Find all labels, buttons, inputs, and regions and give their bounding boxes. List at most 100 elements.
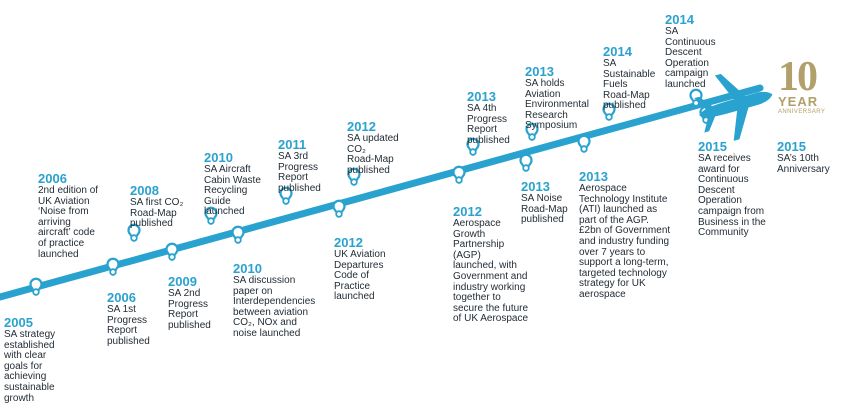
event-text-line: 2nd edition of xyxy=(38,185,99,196)
event-year: 2005 xyxy=(4,315,33,330)
event-text-line: Road-Map xyxy=(603,89,650,101)
event-text-line: SA first CO₂ xyxy=(130,197,184,208)
event-text-line: SA 3rd xyxy=(278,151,309,162)
timeline-marker-2008 xyxy=(127,223,141,242)
event-text-line: Partnership xyxy=(453,239,505,251)
event-year: 2013 xyxy=(521,179,550,194)
badge-number: 10 xyxy=(778,54,818,100)
event-year: 2012 xyxy=(334,235,363,250)
timeline-marker-2012a xyxy=(347,167,361,186)
timeline-event-2014a: 2014 SA Sustainable Fuels Road-Map published xyxy=(603,45,655,112)
event-year: 2015 xyxy=(698,139,727,154)
timeline-event-2006b: 2006 SA 1st Progress Report published xyxy=(107,291,150,347)
event-text-line: Road-Map xyxy=(521,203,568,215)
event-text-line: Continuous xyxy=(698,174,749,186)
event-text-line: launched xyxy=(334,291,375,303)
timeline-event-2012a: 2012 SA updated CO₂ Road-Map published xyxy=(347,120,399,176)
anniversary-badge: 10 YEAR ANNIVERSARY xyxy=(764,56,836,136)
event-text-line: UK Aviation xyxy=(38,195,90,207)
event-text-line: Practice xyxy=(334,280,371,292)
event-text-line: launched xyxy=(665,78,706,90)
event-year: 2015 xyxy=(777,139,806,154)
timeline-event-2011: 2011 SA 3rd Progress Report published xyxy=(278,138,321,194)
timeline-marker-2013b xyxy=(525,122,539,141)
event-text-line: SA receives xyxy=(698,153,751,164)
event-text-line: UK Aviation xyxy=(334,249,386,260)
event-text-line: campaign xyxy=(665,68,709,80)
event-text-line: Report xyxy=(467,124,498,136)
event-text-line: SA xyxy=(665,26,679,37)
event-text-line: strategy for UK xyxy=(579,278,646,290)
timeline-marker-2013d xyxy=(577,134,591,153)
event-text-line: Descent xyxy=(698,184,735,196)
event-text-line: industry working xyxy=(453,281,526,293)
event-text-line: SA holds xyxy=(525,78,565,89)
event-text-line: CO₂, NOx and xyxy=(233,317,297,329)
event-text-line: Community xyxy=(698,227,749,239)
event-text-line: Interdependencies xyxy=(233,296,316,308)
timeline-line xyxy=(0,84,764,301)
event-text-line: Operation xyxy=(698,195,742,207)
event-text-line: aerospace xyxy=(579,288,626,300)
event-text-line: established xyxy=(4,339,55,351)
event-text-line: Aviation xyxy=(525,88,561,100)
event-text-line: Report xyxy=(107,325,138,337)
timeline-event-2008: 2008 SA first CO₂ Road-Map published xyxy=(130,184,183,230)
event-text-line: targeted technology xyxy=(579,267,667,279)
event-text-line: of practice xyxy=(38,237,85,249)
event-text-line: Recycling xyxy=(204,185,248,197)
event-text-line: published xyxy=(521,214,564,226)
event-text-line: Operation xyxy=(665,57,709,69)
event-text-line: award for xyxy=(698,163,740,175)
event-text-line: published xyxy=(168,319,211,331)
event-text-line: secure the future xyxy=(453,302,529,314)
timeline-marker-2009 xyxy=(165,242,179,261)
event-year: 2011 xyxy=(278,137,307,152)
timeline-marker-2006a xyxy=(106,257,120,276)
event-text-line: Code of xyxy=(334,270,370,282)
timeline-event-2013a: 2013 SA 4th Progress Report published xyxy=(467,90,510,146)
event-year: 2013 xyxy=(467,89,496,104)
timeline-marker-2005 xyxy=(29,277,43,296)
timeline-event-2015b: 2015 SA’s 10th Anniversary xyxy=(777,140,830,175)
event-text-line: published xyxy=(278,182,321,194)
timeline-event-2012c: 2012 Aerospace Growth Partnership (AGP) launc… xyxy=(453,205,528,325)
event-text-line: Progress xyxy=(467,113,508,125)
event-text-line: Growth xyxy=(453,228,486,240)
airplane-icon xyxy=(694,73,773,141)
event-text-line: with clear xyxy=(4,350,47,362)
event-text-line: Departures xyxy=(334,259,384,271)
event-text-line: Cabin Waste xyxy=(204,174,261,186)
event-text-line: SA updated xyxy=(347,133,399,144)
event-text-line: noise launched xyxy=(233,327,301,339)
event-year: 2010 xyxy=(233,261,262,276)
timeline-event-2010b: 2010 SA discussion paper on Interdependenci… xyxy=(233,262,315,340)
event-text-line: SA 4th xyxy=(467,103,497,114)
event-text-line: SA strategy xyxy=(4,329,56,340)
timeline-marker-2010b xyxy=(231,225,245,244)
event-text-line: Government and xyxy=(453,270,528,282)
event-text-line: SA 2nd xyxy=(168,288,201,299)
timeline-marker-2010a xyxy=(204,206,218,225)
event-text-line: (AGP) xyxy=(453,249,481,261)
event-year: 2009 xyxy=(168,274,197,289)
event-text-line: published xyxy=(467,134,510,146)
event-year: 2013 xyxy=(579,169,608,184)
event-text-line: and industry funding xyxy=(579,235,670,247)
timeline-marker-2013a xyxy=(466,137,480,156)
timeline-event-2013d: 2013 Aerospace Technology Institute (ATI) l… xyxy=(579,170,670,301)
event-text-line: between aviation xyxy=(233,306,309,318)
timeline-marker-2014a xyxy=(602,102,616,121)
event-text-line: achieving xyxy=(4,371,47,383)
timeline-marker-2011 xyxy=(279,186,293,205)
timeline-event-2010a: 2010 SA Aircraft Cabin Waste Recycling Guide… xyxy=(204,151,261,218)
event-text-line: ‘Noise from xyxy=(38,206,89,218)
timeline-marker-2014b xyxy=(689,88,703,107)
event-year: 2012 xyxy=(347,119,376,134)
event-year: 2014 xyxy=(665,12,694,27)
event-text-line: Symposium xyxy=(525,120,578,132)
event-text-line: sustainable xyxy=(4,381,55,393)
event-text-line: (ATI) launched as xyxy=(579,204,658,216)
event-text-line: paper on xyxy=(233,285,273,297)
